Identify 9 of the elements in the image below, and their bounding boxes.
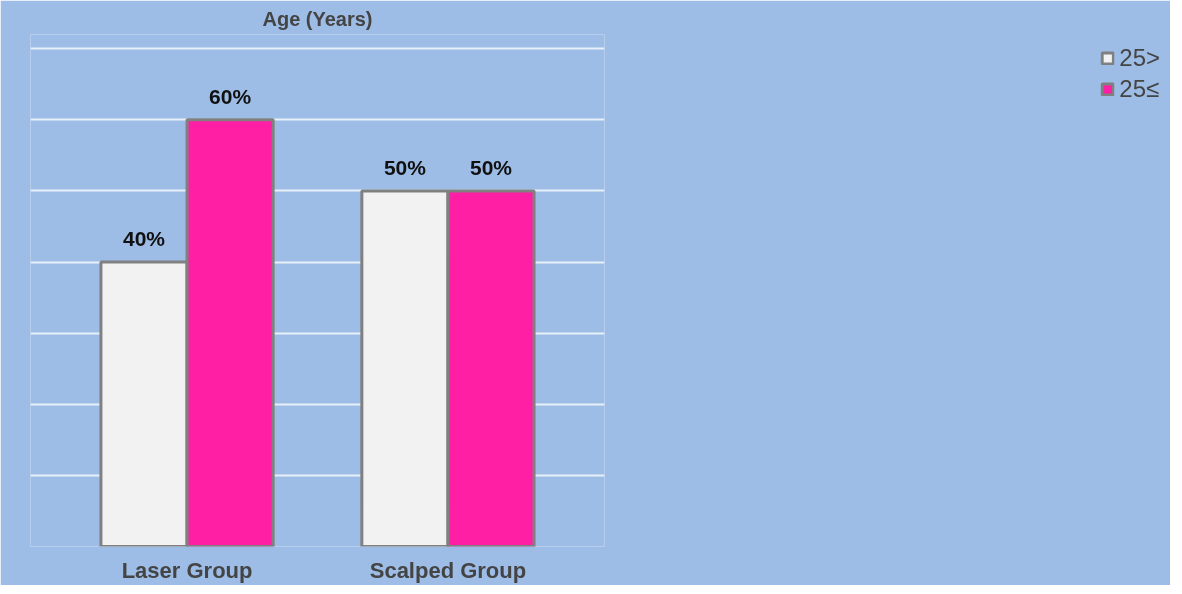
legend-label: 25> [1119, 44, 1160, 72]
chart-title: Age (Years) [262, 7, 373, 30]
data-label: 50% [469, 155, 513, 179]
data-label: 60% [209, 84, 252, 108]
data-label: 40% [122, 227, 166, 251]
x-tick-label: Laser Group [121, 557, 253, 583]
legend-label: 25≤ [1119, 75, 1160, 103]
x-tick-label: Scalped Group [369, 557, 527, 583]
data-label: 50% [383, 155, 427, 179]
